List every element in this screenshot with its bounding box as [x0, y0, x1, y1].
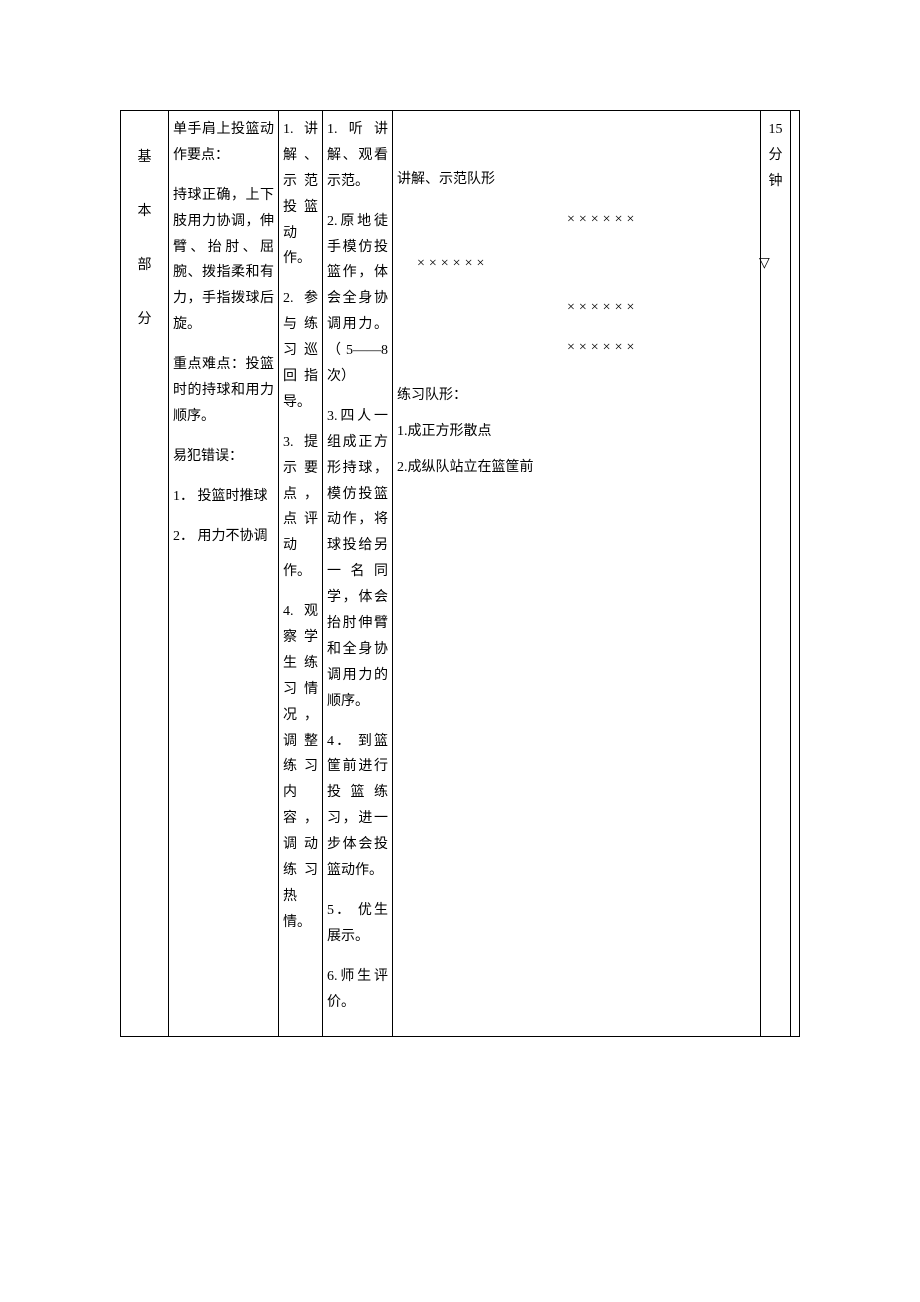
formation-item-2: 2.成纵队站立在篮筐前 — [397, 455, 756, 481]
time-unit: 分 — [765, 143, 786, 169]
content-p2: 持球正确，上下肢用力协调，伸臂、抬肘、屈腕、拨指柔和有力，手指拨球后旋。 — [173, 183, 274, 338]
formation-title-2: 练习队形： — [397, 383, 756, 409]
triangle-icon: ▽ — [759, 251, 770, 277]
student-s1: 1.听讲解、观看示范。 — [327, 117, 388, 195]
section-char: 分 — [125, 307, 164, 333]
teacher-t1: 1.讲解、示范投篮动作。 — [283, 117, 318, 272]
formation-item-1: 1.成正方形散点 — [397, 419, 756, 445]
student-cell: 1.听讲解、观看示范。 2.原地徒手模仿投篮作，体会全身协调用力。（5——8 次… — [323, 111, 393, 1037]
time-cell: 15 分 钟 — [761, 111, 791, 1037]
time-unit: 钟 — [765, 169, 786, 195]
teacher-t2: 2.参与练习巡回指导。 — [283, 286, 318, 415]
formation-wrap: 讲解、示范队形 ×××××× ×××××× ▽ ×××××× ×××××× 练习… — [397, 117, 756, 481]
formation-row: ×××××× — [567, 295, 638, 321]
trailing-cell — [791, 111, 800, 1037]
section-cell: 基 本 部 分 — [121, 111, 169, 1037]
formation-diagram: ×××××× ×××××× ▽ ×××××× ×××××× — [397, 207, 756, 357]
formation-row: ×××××× — [567, 335, 638, 361]
content-p4: 易犯错误： — [173, 444, 274, 470]
section-char: 部 — [125, 253, 164, 279]
time-value-block: 15 分 钟 — [765, 117, 786, 195]
formation-row: ×××××× — [567, 207, 638, 233]
content-p1: 单手肩上投篮动作要点： — [173, 117, 274, 169]
lesson-table: 基 本 部 分 单手肩上投篮动作要点： 持球正确，上下肢用力协调，伸臂、抬肘、屈… — [120, 110, 800, 1037]
teacher-cell: 1.讲解、示范投篮动作。 2.参与练习巡回指导。 3.提示要点，点评动作。 4.… — [279, 111, 323, 1037]
teacher-t3: 3.提示要点，点评动作。 — [283, 430, 318, 585]
student-s5: 5． 优生展示。 — [327, 898, 388, 950]
formation-title-1: 讲解、示范队形 — [397, 167, 756, 193]
time-number: 15 — [765, 117, 786, 143]
section-char: 基 — [125, 145, 164, 171]
student-s6: 6.师生评价。 — [327, 964, 388, 1016]
content-p6: 2． 用力不协调 — [173, 524, 274, 550]
table-row: 基 本 部 分 单手肩上投篮动作要点： 持球正确，上下肢用力协调，伸臂、抬肘、屈… — [121, 111, 800, 1037]
formation-row: ×××××× — [417, 251, 488, 277]
section-char: 本 — [125, 199, 164, 225]
lesson-plan-page: 基 本 部 分 单手肩上投篮动作要点： 持球正确，上下肢用力协调，伸臂、抬肘、屈… — [0, 0, 920, 1037]
formation-cell: 讲解、示范队形 ×××××× ×××××× ▽ ×××××× ×××××× 练习… — [393, 111, 761, 1037]
content-p5: 1． 投篮时推球 — [173, 484, 274, 510]
student-s4: 4． 到篮筐前进行投篮练习，进一步体会投篮动作。 — [327, 729, 388, 884]
student-s2: 2.原地徒手模仿投篮作，体会全身协调用力。（5——8 次） — [327, 209, 388, 390]
teacher-t4: 4.观察学生练习情况，调整练习内容，调动练习热情。 — [283, 599, 318, 936]
content-cell: 单手肩上投篮动作要点： 持球正确，上下肢用力协调，伸臂、抬肘、屈腕、拨指柔和有力… — [169, 111, 279, 1037]
content-p3: 重点难点：投篮时的持球和用力顺序。 — [173, 352, 274, 430]
student-s3: 3.四人一组成正方形持球，模仿投篮动作，将球投给另一名同学，体会抬肘伸臂和全身协… — [327, 404, 388, 715]
